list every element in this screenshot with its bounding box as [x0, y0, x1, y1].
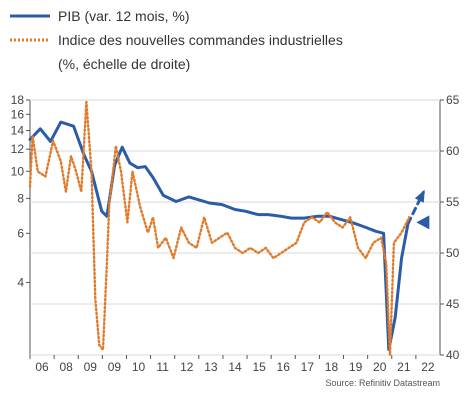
y-right-tick-label: 60: [446, 144, 460, 158]
legend-label-pib: PIB (var. 12 mois, %): [58, 8, 189, 24]
legend: PIB (var. 12 mois, %) Indice des nouvell…: [10, 8, 343, 72]
y-left-tick-label: 10: [11, 164, 25, 178]
y-right-tick-label: 45: [446, 297, 460, 311]
y-left-tick-label: 18: [11, 93, 25, 107]
x-tick-label: 06: [35, 360, 49, 374]
legend-label-indice-line2: (%, échelle de droite): [58, 56, 190, 72]
y-left-tick-label: 16: [11, 107, 25, 121]
series-layer: [28, 100, 430, 357]
x-tick-label: 08: [59, 360, 73, 374]
x-tick-label: 15: [252, 360, 266, 374]
x-tick-label: 10: [132, 360, 146, 374]
series-line-indice: [28, 100, 411, 357]
x-tick-label: 12: [180, 360, 194, 374]
y-left-tick-label: 14: [11, 123, 25, 137]
plot-area: [29, 99, 441, 356]
y-right-tick-label: 55: [446, 195, 460, 209]
gridlines: [30, 99, 440, 356]
legend-label-indice: Indice des nouvelles commandes industrie…: [58, 32, 343, 48]
x-tick-label: 11: [156, 360, 169, 374]
x-axis: 06 08 09 09 10 11 12 13 14 15 16 17 18 19 20 21 22: [29, 355, 435, 374]
x-tick-label: 17: [301, 360, 315, 374]
y-left-tick-label: 6: [17, 226, 24, 240]
y-right-tick-label: 50: [446, 246, 460, 260]
forecast-arrowhead: [414, 189, 425, 203]
y-right-tick-label: 40: [446, 348, 460, 362]
x-tick-label: 13: [204, 360, 218, 374]
y-left-tick-label: 12: [11, 142, 25, 156]
x-tick-label: 22: [421, 360, 435, 374]
x-tick-label: 09: [108, 360, 122, 374]
y-right-tick-label: 65: [446, 93, 460, 107]
x-tick-label: 20: [373, 360, 387, 374]
forecast-marker: [416, 215, 430, 230]
x-tick-label: 16: [277, 360, 291, 374]
y-left-tick-label: 8: [17, 191, 24, 205]
y-left-tick-label: 4: [17, 275, 24, 289]
y-axis-right: 65 60 55 50 45 40: [440, 93, 460, 362]
x-tick-label: 14: [228, 360, 242, 374]
x-tick-label: 09: [84, 360, 98, 374]
x-tick-label: 19: [349, 360, 363, 374]
x-tick-label: 21: [397, 360, 411, 374]
source-note: Source: Refinitiv Datastream: [325, 378, 440, 388]
series-line-pib: [28, 120, 410, 352]
x-tick-label: 18: [325, 360, 339, 374]
